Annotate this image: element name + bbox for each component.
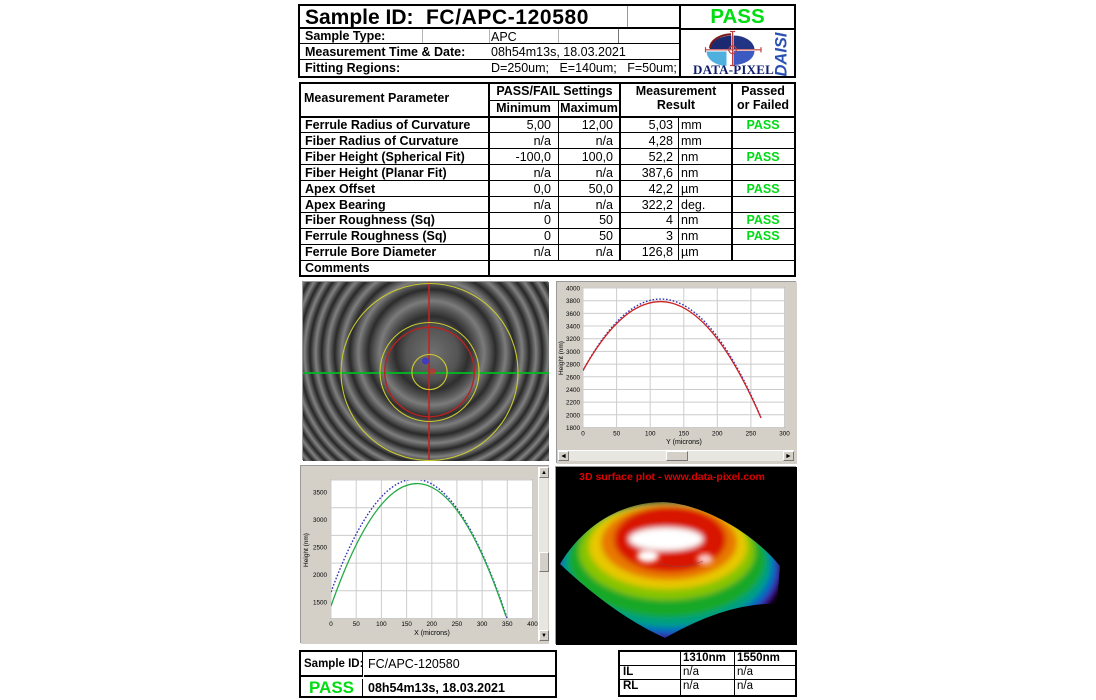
svg-text:150: 150 bbox=[401, 621, 412, 628]
svg-text:Height (nm): Height (nm) bbox=[558, 341, 565, 375]
svg-text:50: 50 bbox=[613, 431, 621, 438]
svg-text:200: 200 bbox=[712, 431, 723, 438]
svg-text:300: 300 bbox=[779, 431, 790, 438]
svg-text:4000: 4000 bbox=[566, 286, 581, 293]
svg-text:3200: 3200 bbox=[566, 336, 581, 343]
svg-text:3000: 3000 bbox=[313, 517, 328, 524]
svg-text:1800: 1800 bbox=[566, 425, 581, 432]
svg-text:0: 0 bbox=[329, 621, 333, 628]
svg-text:2000: 2000 bbox=[313, 572, 328, 579]
svg-text:3D surface plot - www.data-pix: 3D surface plot - www.data-pixel.com bbox=[579, 471, 765, 483]
svg-text:2500: 2500 bbox=[313, 545, 328, 552]
svg-text:Height (nm): Height (nm) bbox=[303, 533, 310, 567]
svg-text:Y (microns): Y (microns) bbox=[666, 439, 702, 446]
svg-text:3500: 3500 bbox=[313, 490, 328, 497]
svg-text:2200: 2200 bbox=[566, 400, 581, 407]
svg-text:2600: 2600 bbox=[566, 374, 581, 381]
svg-text:3600: 3600 bbox=[566, 311, 581, 318]
svg-text:150: 150 bbox=[679, 431, 690, 438]
svg-text:100: 100 bbox=[376, 621, 387, 628]
svg-text:X (microns): X (microns) bbox=[414, 630, 450, 637]
svg-text:0: 0 bbox=[581, 431, 585, 438]
svg-text:3800: 3800 bbox=[566, 298, 581, 305]
svg-text:DATA-PIXEL: DATA-PIXEL bbox=[693, 62, 774, 77]
svg-text:3400: 3400 bbox=[566, 324, 581, 331]
svg-text:DAISI: DAISI bbox=[773, 32, 791, 76]
svg-text:50: 50 bbox=[353, 621, 361, 628]
svg-text:100: 100 bbox=[645, 431, 656, 438]
svg-text:2400: 2400 bbox=[566, 387, 581, 394]
svg-text:300: 300 bbox=[477, 621, 488, 628]
svg-text:350: 350 bbox=[502, 621, 513, 628]
svg-text:2000: 2000 bbox=[566, 412, 581, 419]
svg-text:2800: 2800 bbox=[566, 362, 581, 369]
svg-text:250: 250 bbox=[452, 621, 463, 628]
svg-text:250: 250 bbox=[746, 431, 757, 438]
svg-text:1500: 1500 bbox=[313, 600, 328, 607]
svg-text:200: 200 bbox=[427, 621, 438, 628]
svg-text:3000: 3000 bbox=[566, 349, 581, 356]
svg-text:400: 400 bbox=[527, 621, 538, 628]
